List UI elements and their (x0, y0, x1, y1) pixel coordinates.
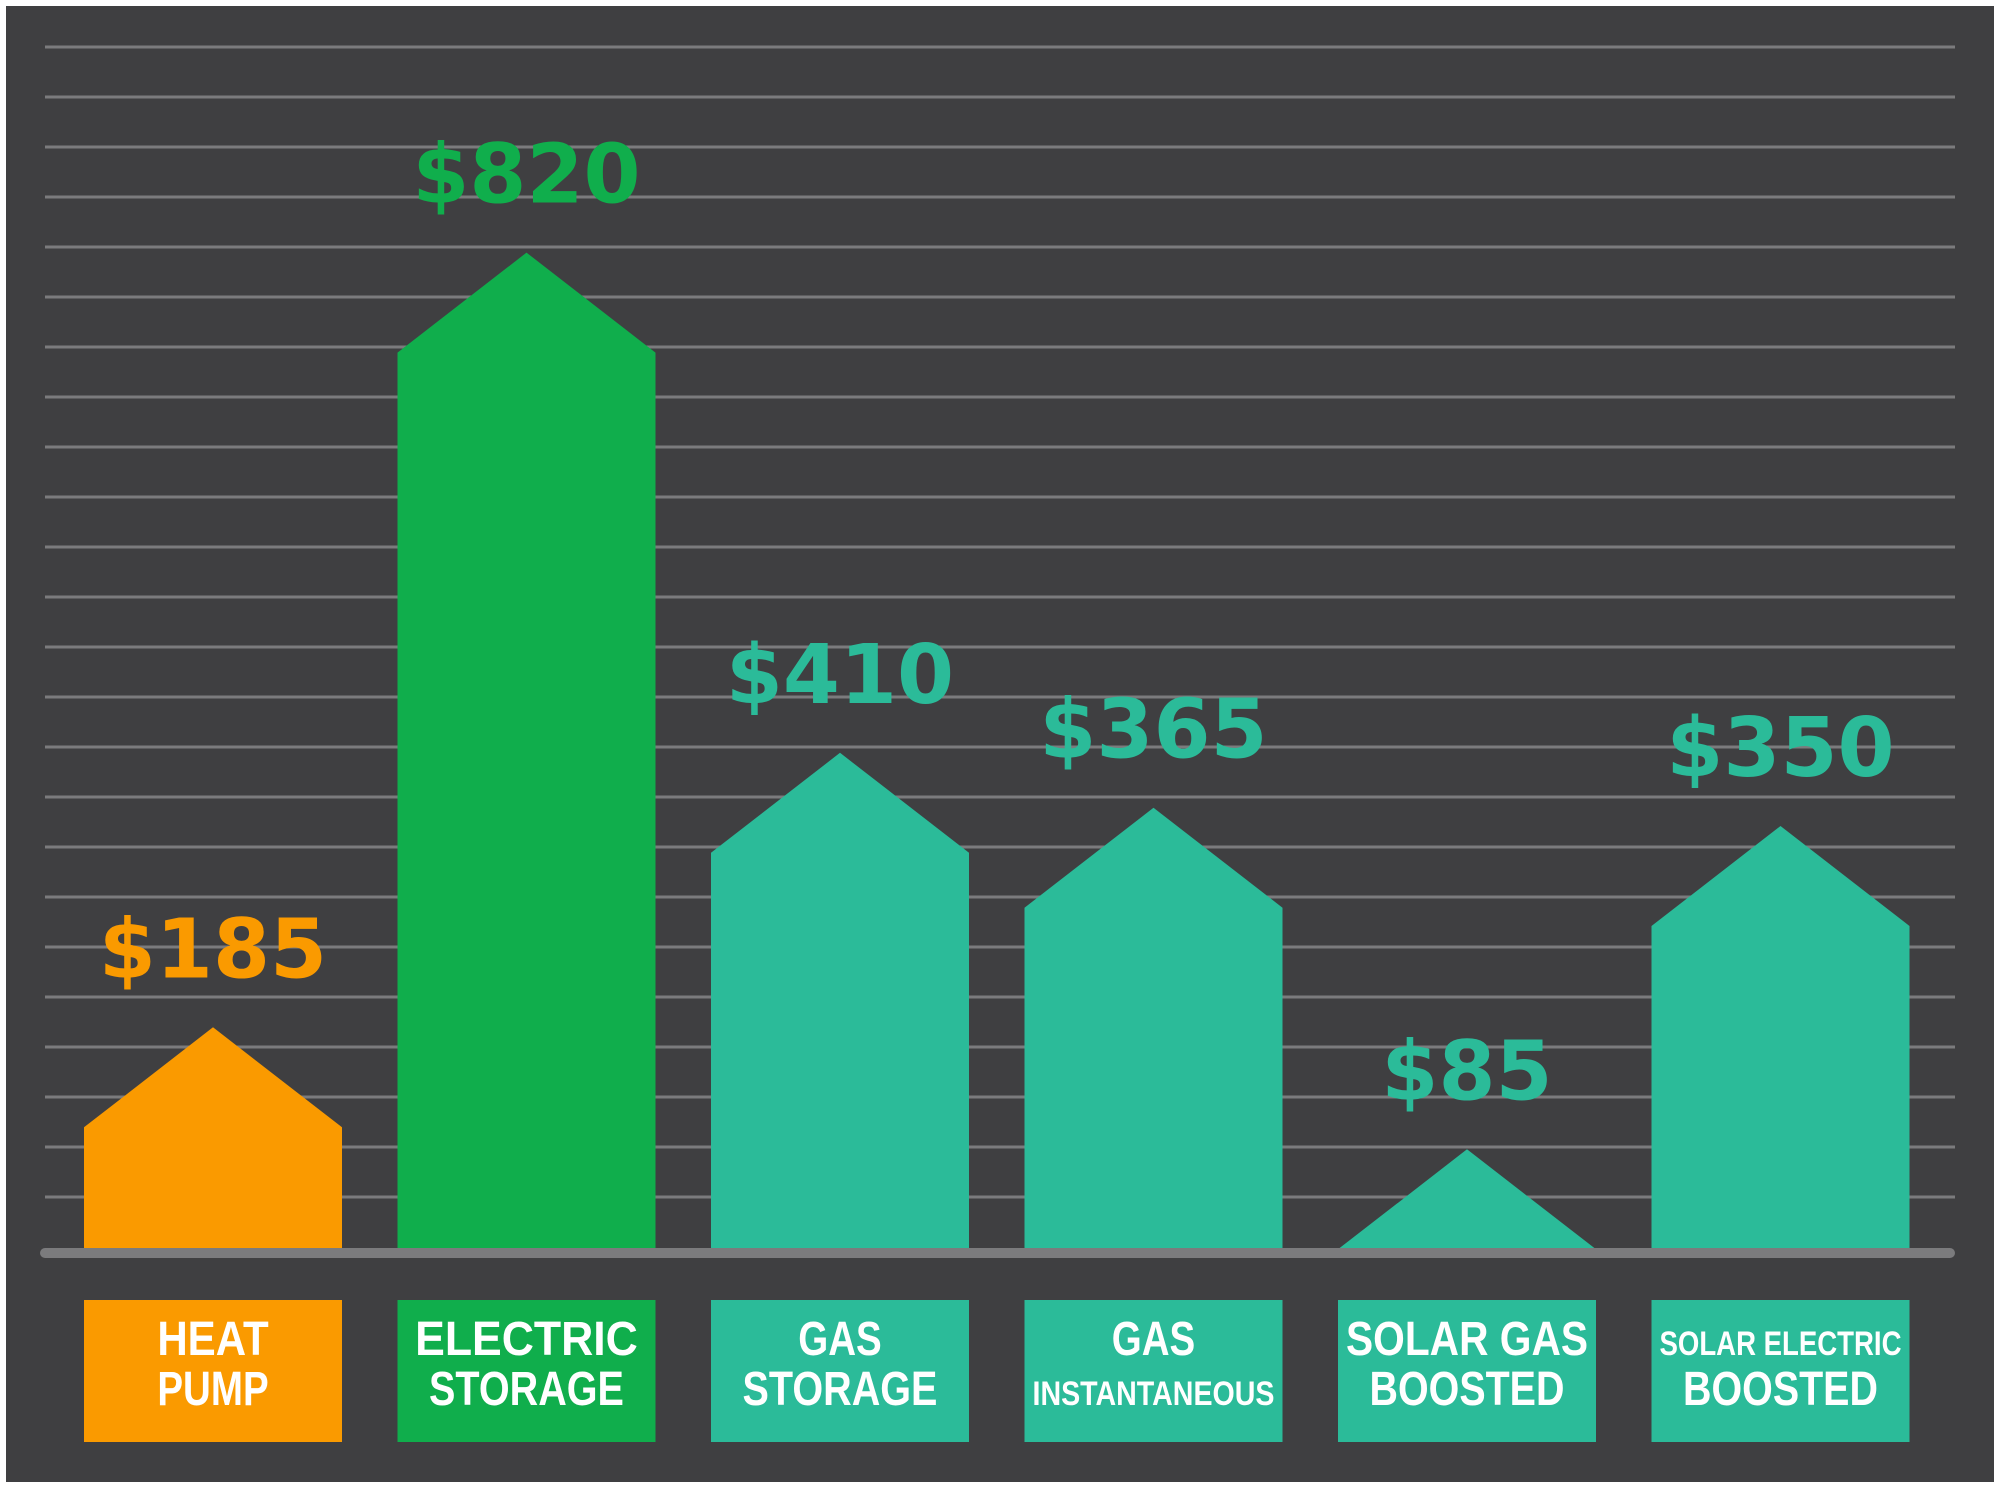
value-label: $185 (99, 902, 327, 997)
category-label: GAS (1112, 1313, 1196, 1366)
bar (1338, 1149, 1596, 1253)
category-box (1338, 1300, 1596, 1442)
value-labels: $185 $820 $410 $365 $85 $350 (99, 128, 1895, 1120)
category-label: SOLAR GAS (1346, 1313, 1588, 1366)
category-label: BOOSTED (1683, 1363, 1878, 1416)
category-label: INSTANTANEOUS (1033, 1375, 1275, 1413)
bar (711, 752, 969, 1253)
bar (1651, 826, 1910, 1253)
category-label: SOLAR ELECTRIC (1660, 1325, 1902, 1363)
category-label: HEAT (157, 1313, 268, 1366)
value-label: $365 (1039, 683, 1267, 778)
value-label: $350 (1666, 701, 1894, 796)
category-box (84, 1300, 342, 1442)
value-label: $820 (412, 128, 640, 223)
bar (1024, 807, 1283, 1253)
category-label: GAS (798, 1313, 882, 1366)
category-label: BOOSTED (1370, 1363, 1565, 1416)
value-label: $85 (1381, 1024, 1552, 1119)
category-label: ELECTRIC (415, 1313, 638, 1366)
bars (40, 252, 1955, 1258)
category-label: PUMP (157, 1363, 268, 1416)
bar (397, 252, 656, 1254)
gridlines (45, 45, 1955, 1199)
category-box (1024, 1300, 1283, 1442)
category-box (1651, 1300, 1910, 1442)
bar (84, 1027, 342, 1253)
category-labels: HEATPUMPELECTRICSTORAGEGASSTORAGEGASINST… (84, 1300, 1910, 1442)
category-label: STORAGE (743, 1363, 938, 1416)
category-box (397, 1300, 656, 1442)
category-box (711, 1300, 969, 1442)
category-label: STORAGE (429, 1363, 624, 1416)
value-label: $410 (726, 628, 954, 723)
